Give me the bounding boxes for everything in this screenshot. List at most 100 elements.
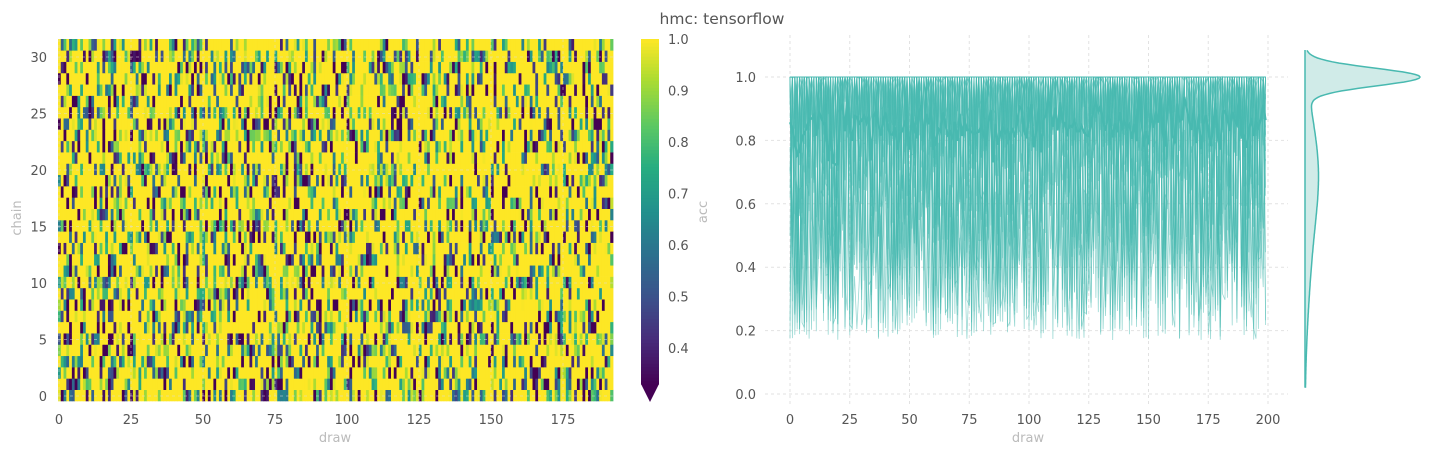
heatmap-cell <box>291 321 295 334</box>
heatmap-cell <box>443 129 447 142</box>
heatmap-cell <box>471 220 475 232</box>
heatmap-cell <box>540 118 545 130</box>
heatmap-cell <box>163 287 167 300</box>
heatmap-cell <box>202 242 206 255</box>
heatmap-cell <box>202 333 206 345</box>
heatmap-cell <box>227 253 231 266</box>
heatmap-cell <box>557 299 561 311</box>
heatmap-cell <box>518 197 522 209</box>
heatmap-cell <box>582 344 586 357</box>
heatmap-cell <box>551 367 556 379</box>
heatmap-cell <box>196 174 200 187</box>
heatmap-cell <box>454 253 458 266</box>
heatmap-cell <box>316 152 320 164</box>
heatmap-cell <box>563 333 567 345</box>
heatmap-cell <box>496 265 500 277</box>
heatmap-cell <box>474 287 478 300</box>
heatmap-cell <box>85 253 89 266</box>
heatmap-cell <box>607 265 611 277</box>
heatmap-cell <box>454 287 458 300</box>
heatmap-cell <box>291 344 295 357</box>
heatmap-cell <box>141 129 145 142</box>
heatmap-cell <box>321 186 325 198</box>
heatmap-cell <box>363 321 367 334</box>
heatmap-cell <box>182 118 187 130</box>
heatmap-cell <box>227 333 231 345</box>
heatmap-cell <box>576 208 581 221</box>
heatmap-cell <box>529 276 533 289</box>
heatmap-cell <box>246 321 250 334</box>
heatmap-cell <box>224 276 228 289</box>
heatmap-cell <box>482 186 486 198</box>
heatmap-cell <box>85 242 89 255</box>
heatmap-cell <box>410 389 414 402</box>
heatmap-cell <box>291 208 295 221</box>
heatmap-cell <box>388 186 392 198</box>
heatmap-cell <box>565 242 569 255</box>
heatmap-cell <box>243 231 248 243</box>
heatmap-cell <box>457 197 461 209</box>
heatmap-cell <box>513 118 517 130</box>
heatmap-cell <box>402 321 406 334</box>
heatmap-cell <box>532 118 536 130</box>
heatmap-cell <box>388 118 392 130</box>
heatmap-cell <box>349 197 353 209</box>
heatmap-cell <box>121 129 125 142</box>
heatmap-cell <box>91 378 95 390</box>
heatmap-cell <box>105 344 109 357</box>
heatmap-cell <box>94 321 98 334</box>
heatmap-cell <box>604 140 608 153</box>
heatmap-cell <box>132 186 137 198</box>
heatmap-cell <box>218 163 223 176</box>
heatmap-cell <box>410 242 414 255</box>
heatmap-cell <box>407 197 411 209</box>
heatmap-cell <box>243 310 248 323</box>
heatmap-cell <box>152 389 156 402</box>
heatmap-cell <box>404 265 409 277</box>
heatmap-cell <box>521 355 525 368</box>
heatmap-cell <box>568 321 572 334</box>
heatmap-cell <box>119 378 123 390</box>
heatmap-cell <box>374 208 378 221</box>
heatmap-cell <box>58 118 62 130</box>
heatmap-cell <box>560 276 564 289</box>
heatmap-cell <box>116 333 120 345</box>
heatmap-cell <box>146 321 150 334</box>
heatmap-cell <box>102 197 106 209</box>
heatmap-cell <box>266 231 270 243</box>
heatmap-cell <box>288 333 292 345</box>
heatmap-cell <box>529 242 533 255</box>
heatmap-cell <box>127 174 131 187</box>
heatmap-cell <box>538 231 542 243</box>
heatmap-cell <box>538 208 542 221</box>
heatmap-cell <box>551 186 556 198</box>
heatmap-cell <box>221 174 225 187</box>
heatmap-cell <box>107 220 112 232</box>
heatmap-cell <box>149 163 153 176</box>
heatmap-cell <box>132 378 137 390</box>
heatmap-cell <box>368 344 372 357</box>
heatmap-cell <box>66 140 70 153</box>
heatmap-cell <box>585 310 589 323</box>
heatmap-cell <box>341 197 345 209</box>
heatmap-cell <box>396 287 400 300</box>
heatmap-cell <box>535 197 539 209</box>
heatmap-cell <box>135 118 139 130</box>
heatmap-cell <box>94 355 98 368</box>
heatmap-cell <box>180 231 184 243</box>
heatmap-cell <box>119 208 123 221</box>
heatmap-cell <box>546 242 550 255</box>
heatmap-cell <box>213 321 217 334</box>
heatmap-cell <box>291 220 295 232</box>
heatmap-cell <box>207 208 212 221</box>
heatmap-cell <box>493 129 497 142</box>
heatmap-cell <box>99 276 103 289</box>
heatmap-cell <box>107 163 112 176</box>
heatmap-cell <box>144 186 148 198</box>
heatmap-cell <box>346 253 350 266</box>
heatmap-cell <box>571 287 575 300</box>
heatmap-cell <box>551 197 556 209</box>
heatmap-cell <box>396 174 400 187</box>
heatmap-cell <box>171 129 175 142</box>
heatmap-cell <box>327 276 331 289</box>
